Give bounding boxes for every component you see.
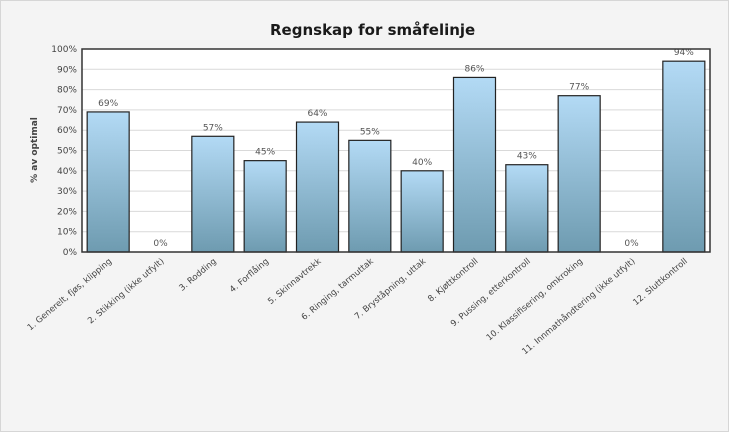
data-label: 45% (255, 148, 275, 158)
y-tick-label: 40% (57, 167, 77, 177)
data-label: 77% (569, 83, 589, 93)
y-axis-label: % av optimal (30, 117, 40, 183)
chart-title: Regnskap for småfelinje (270, 21, 475, 39)
x-tick-label: 10. Klassifisering, omkroking (485, 257, 585, 343)
y-tick-label: 80% (57, 86, 77, 96)
x-tick-label: 8. Kjøttkontroll (426, 257, 480, 305)
bar (295, 121, 340, 253)
plot-area: 0% 10% 20% 30% 40% 50% 60% 70% 80% 90% 100% 69% 1. G… (26, 45, 711, 357)
y-tick-label: 50% (57, 147, 77, 157)
data-label: 69% (98, 99, 118, 109)
x-tick-label: 11. Innmathåndtering (ikke utfylt) (520, 256, 638, 357)
bar (348, 139, 392, 253)
bar (400, 170, 444, 253)
bar (557, 95, 601, 253)
y-tick-label: 70% (57, 106, 77, 116)
y-tick-label: 20% (57, 207, 77, 217)
x-tick-label: 3. Rodding (177, 257, 218, 294)
data-label: 94% (674, 48, 694, 58)
y-tick-label: 30% (57, 187, 77, 197)
x-tick-label: 4. Forflåing (227, 256, 271, 295)
y-tick-label: 0% (63, 248, 78, 258)
data-label: 57% (203, 123, 223, 133)
data-label: 0% (624, 239, 639, 249)
y-tick-label: 100% (51, 45, 77, 55)
bar (86, 111, 130, 253)
x-tick-label: 12. Sluttkontroll (631, 257, 689, 308)
bar (243, 160, 287, 253)
bar (505, 164, 549, 253)
plot-frame (81, 48, 711, 253)
y-tick-label: 10% (57, 228, 77, 238)
y-tick-label: 90% (57, 65, 77, 75)
data-label: 86% (464, 64, 484, 74)
bar (662, 60, 706, 253)
x-tick-label: 5. Skinnavtrekk (266, 257, 323, 307)
data-label: 55% (360, 127, 380, 137)
bar (191, 135, 235, 253)
data-label: 64% (307, 109, 327, 119)
bar (452, 76, 497, 253)
y-tick-label: 60% (57, 126, 77, 136)
x-tick-label: 1. Generelt, fjøs, klipping (26, 257, 114, 333)
data-label: 40% (412, 158, 432, 168)
data-label: 43% (517, 152, 537, 162)
data-label: 0% (153, 239, 168, 249)
